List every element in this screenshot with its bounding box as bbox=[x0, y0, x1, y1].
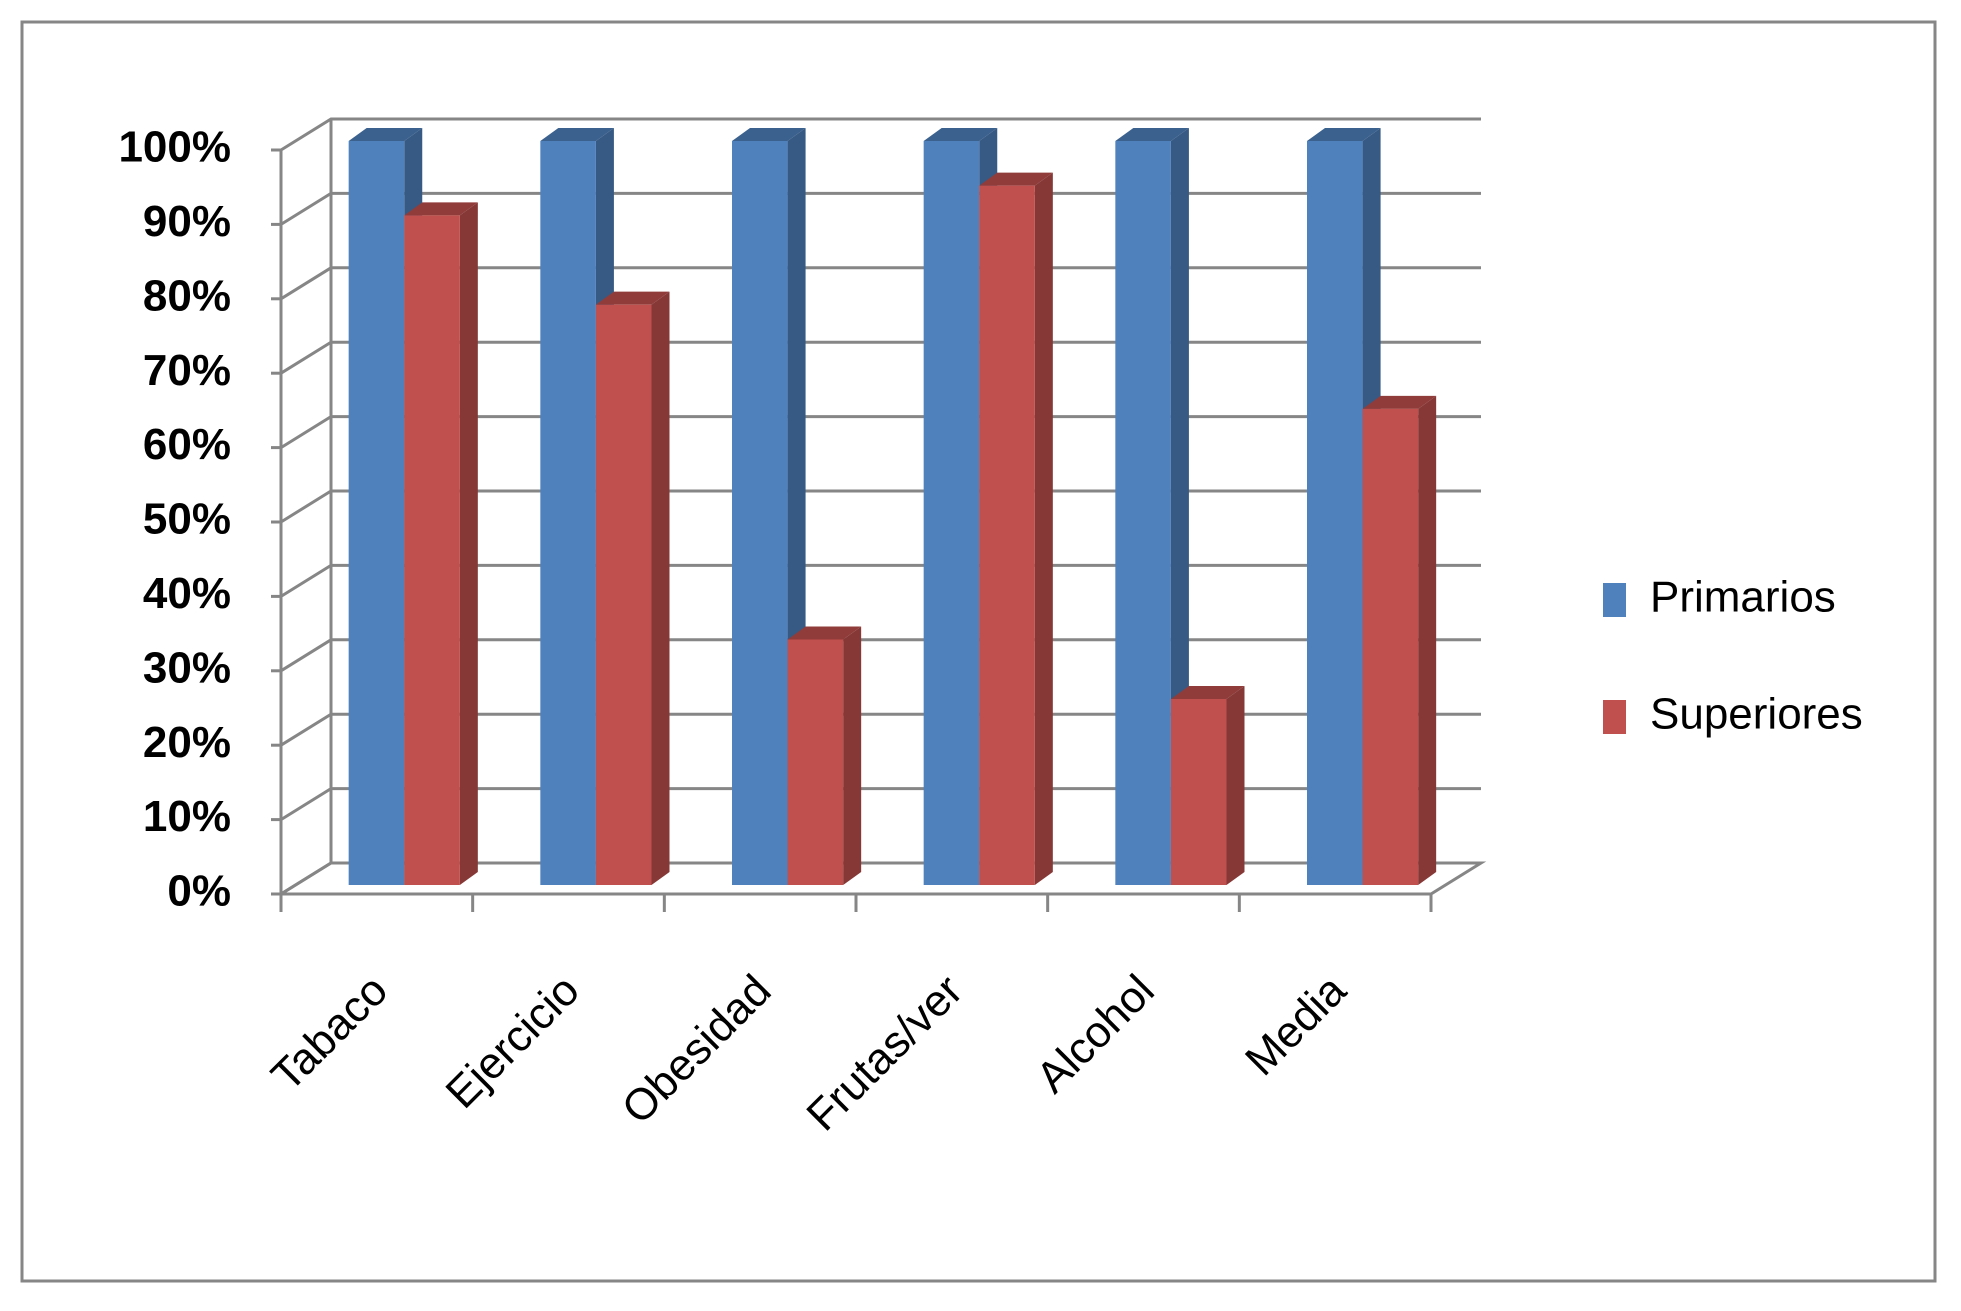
bar-top bbox=[979, 172, 1053, 186]
y-tick-label: 0% bbox=[167, 867, 231, 916]
bar bbox=[1115, 141, 1171, 885]
bar-top bbox=[732, 128, 806, 141]
bar-top bbox=[787, 626, 862, 640]
grid-line bbox=[280, 489, 1481, 524]
bar-side bbox=[459, 202, 478, 885]
y-tick-label: 40% bbox=[143, 569, 231, 618]
bar bbox=[1170, 699, 1227, 885]
bar bbox=[979, 185, 1035, 885]
bar-top bbox=[923, 128, 998, 141]
bar bbox=[404, 215, 460, 885]
bar-top bbox=[404, 202, 478, 216]
bar bbox=[787, 639, 844, 885]
bar-top bbox=[1115, 128, 1189, 141]
bar bbox=[1307, 141, 1363, 885]
y-tick-label: 30% bbox=[143, 643, 231, 692]
grid-line bbox=[280, 266, 1481, 301]
bar-side bbox=[1226, 686, 1245, 885]
grid-line bbox=[280, 638, 1481, 673]
bar-side bbox=[1418, 395, 1437, 885]
bar bbox=[923, 141, 980, 885]
bar-side bbox=[843, 626, 862, 885]
bar-side bbox=[1034, 172, 1053, 885]
grid-line bbox=[280, 415, 1481, 449]
y-tick-label: 60% bbox=[143, 420, 231, 469]
bar-top bbox=[540, 128, 614, 141]
bar bbox=[595, 304, 652, 885]
y-tick-label: 90% bbox=[143, 197, 231, 246]
bar bbox=[348, 141, 405, 885]
legend-label: Primarios bbox=[1650, 573, 1836, 622]
y-tick-label: 80% bbox=[143, 271, 231, 320]
y-tick-label: 50% bbox=[143, 495, 231, 544]
grid-line bbox=[280, 861, 1481, 896]
legend-swatch bbox=[1603, 700, 1626, 734]
grid-line bbox=[280, 787, 1481, 821]
grid-line bbox=[280, 563, 1481, 598]
y-tick-label: 10% bbox=[143, 792, 231, 841]
grid-line bbox=[280, 191, 1481, 226]
bar-side bbox=[651, 291, 670, 885]
grid-line bbox=[280, 712, 1481, 747]
legend-swatch bbox=[1603, 583, 1626, 617]
bar-top bbox=[1362, 395, 1437, 409]
legend-label: Superiores bbox=[1650, 690, 1863, 739]
y-tick-label: 20% bbox=[143, 718, 231, 767]
bar-top bbox=[595, 291, 670, 305]
bar bbox=[1362, 408, 1419, 885]
bar bbox=[540, 141, 596, 885]
bar bbox=[732, 141, 788, 885]
y-tick-label: 100% bbox=[118, 123, 231, 172]
bar-top bbox=[1307, 128, 1381, 141]
bar-top bbox=[348, 128, 423, 141]
grid-line bbox=[280, 117, 1481, 152]
y-tick-label: 70% bbox=[143, 346, 231, 395]
bar-top bbox=[1170, 686, 1245, 699]
grid-line bbox=[280, 340, 1481, 375]
